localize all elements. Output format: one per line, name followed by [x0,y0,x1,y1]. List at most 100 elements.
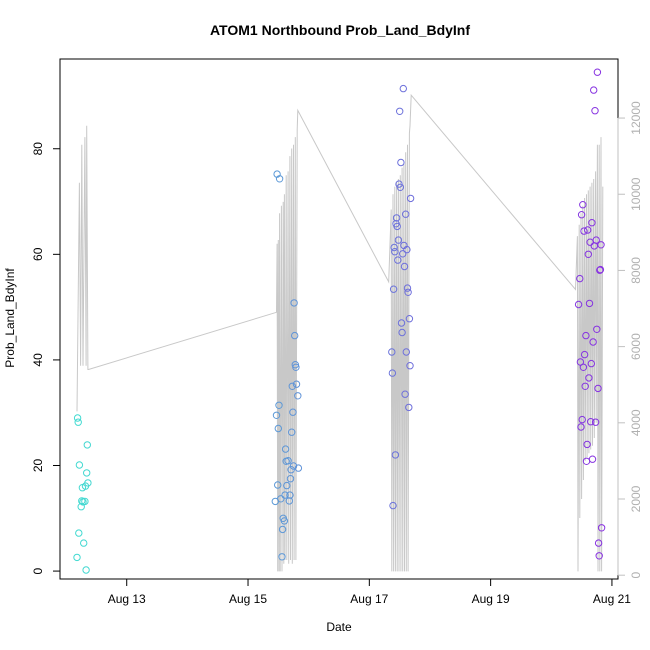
data-point [588,219,596,227]
data-point [290,299,298,307]
data-point [289,408,297,416]
data-point [577,423,585,431]
data-point [399,84,407,93]
y2-tick-label: 8000 [629,257,643,284]
data-point [596,266,604,274]
data-point [402,348,410,356]
data-point [389,285,398,293]
data-point [84,479,92,487]
x-tick-label: Aug 15 [229,592,267,606]
y2-tick-label: 2000 [629,485,643,512]
data-point [593,68,602,76]
data-point [589,338,597,346]
data-point [83,441,92,449]
data-point [389,501,397,510]
data-point [275,401,283,409]
data-point [585,374,593,382]
data-point [283,481,291,490]
y2-tick-label: 4000 [629,409,643,436]
data-point [272,411,281,419]
data-point [397,158,405,167]
data-point [289,462,298,470]
y-tick-label: 0 [31,567,45,574]
y-axis-label: Prob_Land_BdyInf [3,268,17,368]
data-point [392,214,401,222]
data-point [291,331,299,340]
data-point [585,299,594,308]
data-point [576,274,584,283]
data-point [405,403,413,412]
count-line [76,93,604,572]
data-point [288,382,296,390]
data-point [584,250,592,259]
data-point [592,236,600,244]
data-point [394,256,402,264]
data-point [388,369,397,377]
data-point [591,107,599,115]
axes: Aug 13 Aug 15 Aug 17 Aug 19 Aug 210204060800… [31,101,643,606]
data-point [579,363,588,371]
data-point [594,384,602,393]
data-point [587,359,595,368]
data-point [591,418,600,426]
data-point [584,226,592,234]
data-point [277,495,285,503]
data-point [396,107,404,116]
data-point [399,250,407,258]
data-point [406,362,414,370]
data-point [581,382,589,390]
y2-tick-label: 0 [629,572,643,579]
data-point [80,539,88,547]
chart-title: ATOM1 Northbound Prob_Land_BdyInf [210,22,470,38]
plot-frame [59,58,619,580]
data-point [74,418,82,426]
data-point [582,331,590,340]
data-point [403,245,411,254]
data-point [275,175,284,183]
y-tick-label: 20 [31,459,45,473]
data-point [594,539,603,547]
data-point [287,466,295,474]
y2-tick-label: 12000 [629,101,643,135]
data-point [580,350,589,359]
data-point [595,552,603,560]
data-point [587,418,595,426]
data-point [294,392,302,400]
y2-tick-label: 6000 [629,333,643,360]
data-point [590,86,598,94]
data-point [388,348,396,356]
data-point [278,525,287,534]
data-point [402,210,410,218]
x-tick-label: Aug 17 [350,592,388,606]
data-point [583,440,591,449]
data-point [288,428,296,436]
data-point [390,243,398,252]
data-point [404,288,412,296]
data-point [391,248,399,256]
data-point [580,227,588,235]
data-point [578,415,586,424]
data-point [281,445,290,453]
x-tick-label: Aug 19 [472,592,510,606]
data-point [83,469,91,477]
data-point [82,566,90,574]
data-point [398,328,406,337]
data-point [596,265,605,274]
data-point [75,461,84,469]
data-point [78,497,86,505]
right-axis-line-series [76,93,604,572]
data-point [396,183,404,192]
data-point [274,424,282,433]
data-point [395,180,403,188]
y-tick-label: 60 [31,247,45,261]
data-point [281,491,289,499]
data-point [292,363,300,371]
data-point [393,222,401,231]
data-point [285,497,293,505]
data-point [284,457,292,465]
data-point [574,300,583,309]
data-point [597,524,606,532]
data-point [400,262,409,271]
data-point [579,201,587,209]
